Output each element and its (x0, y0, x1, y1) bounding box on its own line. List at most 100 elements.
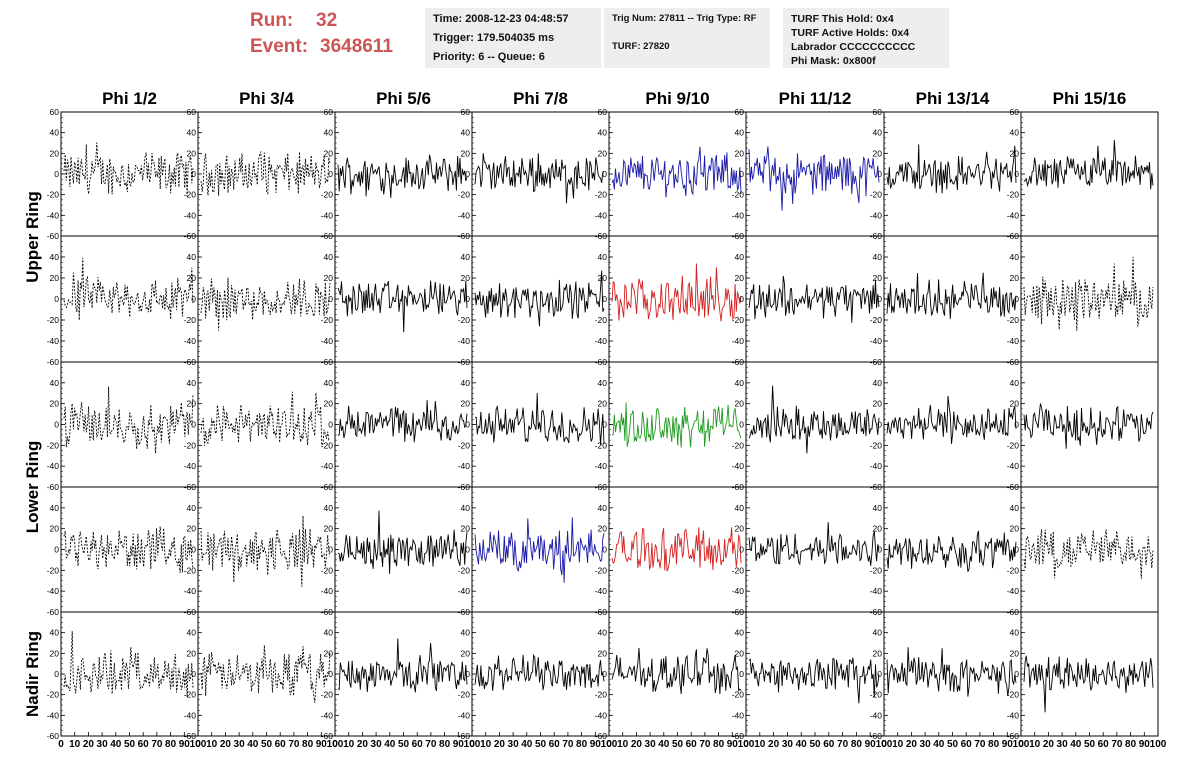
y-tick-label: -40 (732, 461, 745, 471)
waveform-trace (748, 522, 880, 566)
y-tick-label: -60 (1007, 731, 1020, 741)
waveform-trace (1023, 655, 1154, 713)
y-tick-label: 40 (735, 252, 745, 262)
y-tick-label: -40 (732, 710, 745, 720)
x-tick-label: 20 (357, 739, 369, 750)
y-tick-label: 20 (461, 399, 471, 409)
y-tick-label: 20 (873, 648, 883, 658)
x-tick-label: 40 (110, 739, 122, 750)
y-tick-label: -60 (47, 357, 60, 367)
y-tick-label: 0 (602, 669, 607, 679)
y-tick-label: -40 (732, 336, 745, 346)
y-tick-label: -40 (870, 586, 883, 596)
y-tick-label: 20 (50, 648, 60, 658)
column-title: Phi 15/16 (1053, 89, 1127, 108)
panel-frame (1020, 486, 1159, 613)
waveform-trace (337, 400, 468, 443)
y-tick-label: 0 (877, 169, 882, 179)
y-tick-label: 40 (461, 503, 471, 513)
column-title: Phi 13/14 (916, 89, 990, 108)
y-tick-label: -40 (184, 461, 197, 471)
y-tick-label: -60 (47, 607, 60, 617)
y-tick-label: 40 (1010, 628, 1020, 638)
x-tick-label: 30 (782, 739, 794, 750)
y-tick-label: -20 (870, 190, 883, 200)
waveform-trace (474, 517, 605, 583)
y-tick-label: -40 (1007, 710, 1020, 720)
y-tick-label: -20 (595, 565, 608, 575)
waveform-trace (337, 154, 468, 198)
waveform-trace (63, 386, 194, 454)
y-tick-label: -60 (184, 731, 197, 741)
x-tick-label: 90 (179, 739, 191, 750)
x-tick-label: 50 (261, 739, 273, 750)
ring-label: Nadir Ring (23, 631, 42, 717)
y-tick-label: 0 (54, 169, 59, 179)
y-tick-label: 40 (461, 628, 471, 638)
x-tick-label: 10 (480, 739, 492, 750)
y-tick-label: -20 (47, 440, 60, 450)
y-tick-label: 40 (1010, 128, 1020, 138)
y-tick-label: -40 (595, 461, 608, 471)
x-tick-label: 20 (83, 739, 95, 750)
waveform-trace (474, 392, 605, 445)
x-tick-label: 30 (1057, 739, 1069, 750)
x-tick-label: 100 (738, 739, 755, 750)
x-tick-label: 30 (234, 739, 246, 750)
y-tick-label: 20 (873, 399, 883, 409)
y-tick-label: 40 (50, 128, 60, 138)
x-tick-label: 70 (425, 739, 437, 750)
waveform-trace (337, 510, 468, 574)
y-tick-label: -40 (870, 210, 883, 220)
y-tick-label: -20 (458, 690, 471, 700)
x-tick-label: 10 (1029, 739, 1041, 750)
y-tick-label: 0 (54, 545, 59, 555)
y-tick-label: 0 (1014, 669, 1019, 679)
y-tick-label: -40 (47, 461, 60, 471)
y-tick-label: 0 (877, 545, 882, 555)
x-tick-label: 70 (288, 739, 300, 750)
y-tick-label: 0 (1014, 420, 1019, 430)
y-tick-label: -20 (47, 690, 60, 700)
y-tick-label: 20 (187, 524, 197, 534)
y-tick-label: 60 (187, 107, 197, 117)
y-tick-label: 20 (598, 273, 608, 283)
x-tick-label: 90 (453, 739, 465, 750)
panel-frame (334, 111, 473, 237)
y-tick-label: 40 (1010, 503, 1020, 513)
y-tick-label: 0 (54, 420, 59, 430)
x-tick-label: 50 (1084, 739, 1096, 750)
y-tick-label: 0 (328, 294, 333, 304)
x-tick-label: 30 (97, 739, 109, 750)
x-tick-label: 100 (464, 739, 481, 750)
y-tick-label: 40 (873, 503, 883, 513)
y-tick-label: -40 (47, 210, 60, 220)
y-tick-label: 0 (328, 169, 333, 179)
priority-text: Priority: 6 -- Queue: 6 (433, 51, 545, 63)
y-tick-label: 0 (465, 545, 470, 555)
y-tick-label: 20 (461, 273, 471, 283)
y-tick-label: -20 (47, 565, 60, 575)
y-tick-label: -40 (595, 336, 608, 346)
y-tick-label: 20 (598, 399, 608, 409)
y-tick-label: 40 (461, 252, 471, 262)
x-tick-label: 0 (606, 739, 612, 750)
y-tick-label: -40 (595, 210, 608, 220)
y-tick-label: -40 (1007, 461, 1020, 471)
y-tick-label: 20 (50, 148, 60, 158)
y-tick-label: 20 (1010, 524, 1020, 534)
time-info-box: Time: 2008-12-23 04:48:57 Trigger: 179.5… (425, 8, 601, 68)
y-tick-label: 20 (187, 399, 197, 409)
y-tick-label: -20 (184, 190, 197, 200)
y-tick-label: -40 (1007, 336, 1020, 346)
y-tick-label: -60 (458, 731, 471, 741)
y-tick-label: 40 (324, 252, 334, 262)
x-tick-label: 0 (332, 739, 338, 750)
y-tick-label: 0 (191, 169, 196, 179)
x-tick-label: 70 (1111, 739, 1123, 750)
x-tick-label: 80 (165, 739, 177, 750)
x-tick-label: 80 (576, 739, 588, 750)
y-tick-label: -20 (595, 690, 608, 700)
turf-info-box: TURF This Hold: 0x4 TURF Active Holds: 0… (783, 8, 949, 68)
